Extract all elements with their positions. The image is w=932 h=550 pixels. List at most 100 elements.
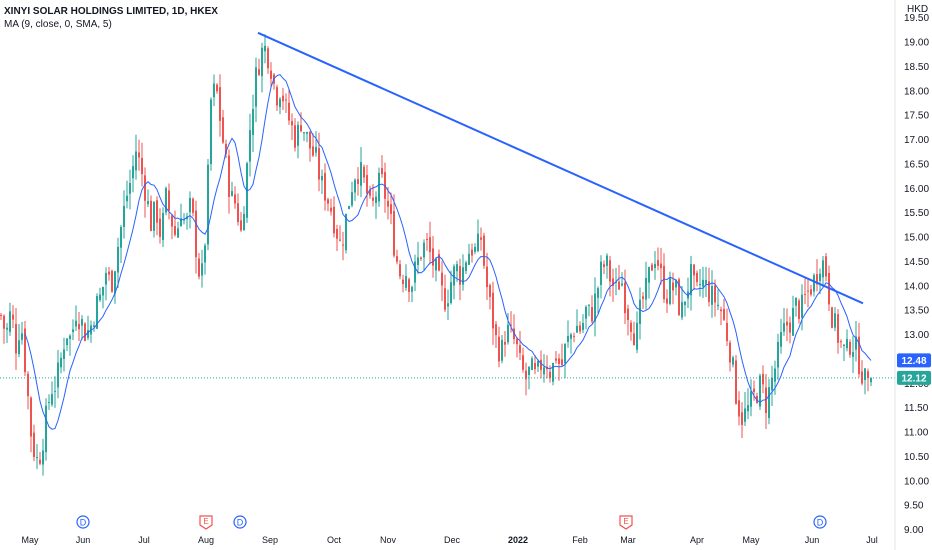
candle-body — [51, 393, 53, 405]
candle-body — [399, 264, 401, 277]
earnings-marker-label: E — [203, 517, 208, 526]
price-tags: 12.48 12.12 — [897, 353, 931, 385]
candle-body — [249, 130, 251, 162]
candle-body — [48, 401, 50, 403]
candle-body — [642, 296, 644, 299]
x-tick-label: Oct — [327, 535, 342, 545]
candle-body — [549, 371, 551, 379]
candle-body — [21, 333, 23, 340]
candle-body — [111, 270, 113, 292]
candle-body — [267, 48, 269, 69]
candle-body — [330, 207, 332, 212]
candle-body — [501, 339, 503, 361]
candle-body — [102, 286, 104, 296]
candle-body — [432, 248, 434, 266]
y-tick-label: 14.50 — [904, 257, 929, 268]
candle-body — [285, 99, 287, 101]
candle-body — [393, 211, 395, 256]
candle-body — [84, 323, 86, 341]
y-axis-unit: HKD — [907, 4, 928, 15]
candle-body — [762, 373, 764, 385]
candle-body — [15, 324, 17, 354]
candle-body — [663, 265, 665, 300]
x-tick-label: Nov — [380, 535, 397, 545]
candle-body — [162, 213, 164, 241]
y-tick-label: 9.00 — [904, 525, 924, 536]
y-tick-label: 11.50 — [904, 403, 929, 414]
candle-body — [174, 225, 176, 235]
candle-body — [621, 283, 623, 286]
candle-body — [633, 333, 635, 346]
x-axis[interactable]: May Jun Jul Aug Sep Oct Nov Dec 2022 Feb Mar Apr May… — [21, 535, 877, 545]
candle-body — [171, 215, 173, 227]
dividend-marker-label: D — [817, 518, 824, 528]
candle-body — [456, 264, 458, 272]
earnings-marker — [199, 515, 213, 530]
candle-body — [342, 244, 344, 246]
candle-body — [117, 246, 119, 273]
candle-body — [441, 272, 443, 286]
trendline[interactable] — [257, 31, 864, 305]
candle-body — [264, 45, 266, 52]
candle-body — [447, 303, 449, 307]
candle-body — [597, 288, 599, 298]
candle-body — [282, 95, 284, 102]
candle-body — [66, 338, 68, 346]
y-tick-label: 16.50 — [904, 159, 929, 170]
candle-body — [438, 254, 440, 271]
candle-body — [837, 314, 839, 343]
candle-body — [189, 197, 191, 213]
candle-body — [759, 375, 761, 407]
candle-body — [288, 102, 290, 121]
y-axis[interactable]: HKD9.009.5010.0010.5011.0011.5012.0012.5… — [894, 0, 929, 550]
candle-body — [435, 258, 437, 271]
candle-body — [417, 257, 419, 266]
candle-body — [651, 264, 653, 271]
candle-body — [108, 271, 110, 275]
candle-body — [63, 349, 65, 359]
candle-body — [648, 267, 650, 283]
candle-body — [27, 373, 29, 397]
candle-body — [30, 397, 32, 437]
candle-body — [345, 213, 347, 251]
candle-body — [42, 450, 44, 465]
candle-body — [93, 325, 95, 327]
candle-body — [732, 357, 734, 365]
candle-body — [654, 263, 656, 269]
candle-body — [360, 162, 362, 186]
candle-body — [471, 249, 473, 256]
x-tick-label: 2022 — [508, 535, 528, 545]
candle-body — [618, 281, 620, 290]
y-tick-label: 17.50 — [904, 111, 929, 122]
candle-body — [750, 391, 752, 407]
candle-body — [69, 335, 71, 339]
candle-body — [459, 266, 461, 285]
candle-body — [636, 322, 638, 350]
candle-body — [537, 360, 539, 367]
candle-body — [609, 260, 611, 282]
ma-price-tag-bg — [897, 353, 931, 368]
candle-body — [639, 299, 641, 325]
candle-body — [681, 302, 683, 318]
dividend-marker — [76, 515, 90, 529]
candle-body — [567, 336, 569, 342]
candle-body — [195, 210, 197, 258]
candle-body — [375, 196, 377, 204]
candle-body — [450, 282, 452, 303]
candle-body — [543, 367, 545, 375]
candle-body — [231, 191, 233, 196]
candle-body — [795, 297, 797, 306]
y-tick-label: 9.50 — [904, 501, 924, 512]
y-tick-label: 13.50 — [904, 306, 929, 317]
candle-body — [576, 325, 578, 333]
dividend-marker-label: D — [237, 518, 244, 528]
candle-body — [54, 390, 56, 392]
candle-body — [309, 131, 311, 149]
candle-body — [810, 289, 812, 295]
candle-body — [177, 228, 179, 238]
candle-body — [366, 174, 368, 194]
candle-body — [426, 239, 428, 241]
candle-body — [234, 194, 236, 204]
candle-body — [33, 432, 35, 458]
